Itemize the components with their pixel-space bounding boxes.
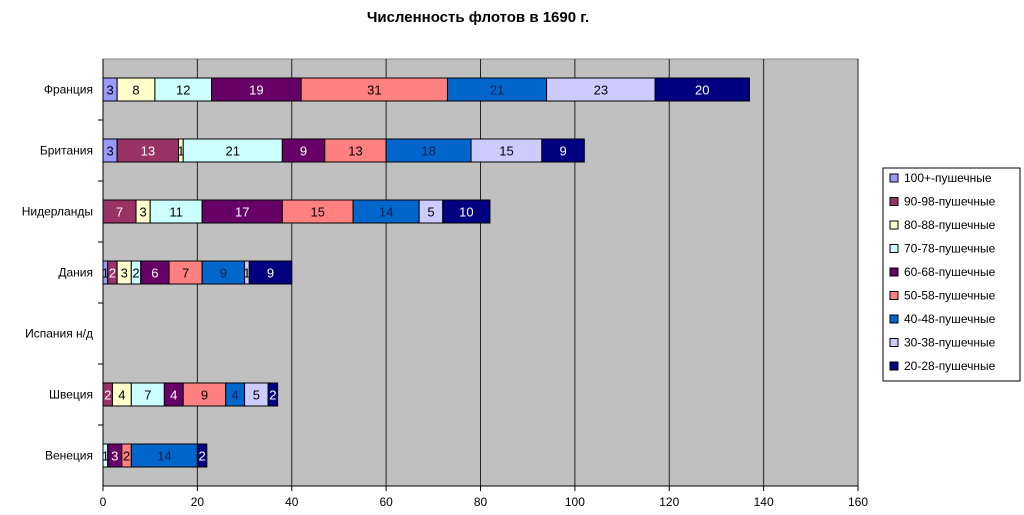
data-label: 14	[379, 205, 393, 220]
data-label: 3	[111, 449, 118, 464]
data-label: 7	[182, 266, 189, 281]
legend-swatch	[889, 220, 899, 230]
data-label: 11	[169, 205, 183, 220]
data-label: 21	[490, 83, 504, 98]
category-label: Венеция	[45, 449, 93, 463]
legend-label: 100+-пушечные	[904, 171, 992, 185]
data-label: 23	[594, 83, 608, 98]
data-label: 3	[106, 83, 113, 98]
x-tick-label: 80	[474, 495, 488, 509]
legend-swatch	[889, 314, 899, 324]
data-label: 7	[144, 388, 151, 403]
data-label: 15	[499, 144, 513, 159]
data-label: 18	[421, 144, 435, 159]
x-tick-label: 120	[659, 495, 679, 509]
legend-swatch	[889, 244, 899, 253]
legend-label: 90-98-пушечные	[904, 195, 996, 209]
x-tick-label: 100	[565, 495, 585, 509]
data-label: 9	[220, 266, 227, 281]
data-label: 1	[177, 144, 184, 159]
legend-label: 40-48-пушечные	[904, 312, 996, 326]
data-label: 1	[243, 266, 250, 281]
category-label: Испания н/д	[25, 327, 93, 341]
data-label: 2	[109, 266, 116, 281]
data-label: 2	[104, 388, 111, 403]
data-label: 21	[226, 144, 240, 159]
data-label: 20	[695, 83, 709, 98]
data-label: 3	[139, 205, 146, 220]
data-label: 17	[235, 205, 249, 220]
data-label: 8	[132, 83, 139, 98]
data-label: 13	[141, 144, 155, 159]
data-label: 2	[269, 388, 276, 403]
legend-label: 70-78-пушечные	[904, 242, 996, 256]
legend-swatch	[889, 361, 899, 371]
legend-swatch	[889, 173, 899, 183]
legend-label: 60-68-пушечные	[904, 265, 996, 279]
category-label: Британия	[40, 144, 93, 158]
x-tick-label: 60	[379, 495, 393, 509]
data-label: 15	[310, 205, 324, 220]
legend: 100+-пушечные 90-98-пушечные 80-88-пушечны…	[882, 167, 1021, 382]
data-label: 31	[367, 83, 381, 98]
data-label: 9	[559, 144, 566, 159]
data-label: 2	[123, 449, 130, 464]
legend-label: 20-28-пушечные	[904, 359, 996, 373]
data-label: 3	[106, 144, 113, 159]
bar-segment	[442, 199, 491, 224]
data-label: 1	[102, 266, 109, 281]
data-label: 2	[198, 449, 205, 464]
category-label: Франция	[44, 83, 93, 97]
data-label: 7	[116, 205, 123, 220]
data-label: 19	[249, 83, 263, 98]
x-tick-label: 40	[285, 495, 299, 509]
bar-segment	[267, 382, 279, 407]
x-tick-label: 160	[848, 495, 868, 509]
data-label: 12	[176, 83, 190, 98]
legend-swatch	[889, 197, 899, 206]
bar-segment	[541, 138, 585, 163]
x-tick-label: 140	[754, 495, 774, 509]
chart-title: Численность флотов в 1690 г.	[367, 9, 589, 26]
data-label: 2	[132, 266, 139, 281]
data-label: 1	[102, 449, 109, 464]
data-label: 4	[232, 388, 239, 403]
data-label: 9	[300, 144, 307, 159]
data-label: 6	[151, 266, 158, 281]
data-label: 14	[157, 449, 171, 464]
bar-segment	[196, 443, 208, 468]
data-label: 10	[459, 205, 473, 220]
category-label: Швеция	[49, 388, 93, 402]
data-label: 9	[267, 266, 274, 281]
bar-segment	[654, 77, 750, 102]
data-label: 4	[118, 388, 125, 403]
data-label: 5	[253, 388, 260, 403]
legend-label: 50-58-пушечные	[904, 289, 996, 303]
category-label: Нидерланды	[22, 205, 93, 219]
legend-swatch	[889, 267, 899, 277]
legend-label: 30-38-пушечные	[904, 336, 996, 350]
data-label: 5	[427, 205, 434, 220]
data-label: 13	[348, 144, 362, 159]
legend-swatch	[889, 291, 899, 300]
x-tick-label: 0	[100, 495, 107, 509]
legend-label: 80-88-пушечные	[904, 218, 996, 232]
legend-swatch	[889, 338, 899, 347]
data-label: 3	[121, 266, 128, 281]
data-label: 9	[201, 388, 208, 403]
bar-segment	[248, 260, 293, 285]
data-label: 4	[170, 388, 177, 403]
x-tick-label: 20	[191, 495, 205, 509]
category-label: Дания	[58, 266, 93, 280]
